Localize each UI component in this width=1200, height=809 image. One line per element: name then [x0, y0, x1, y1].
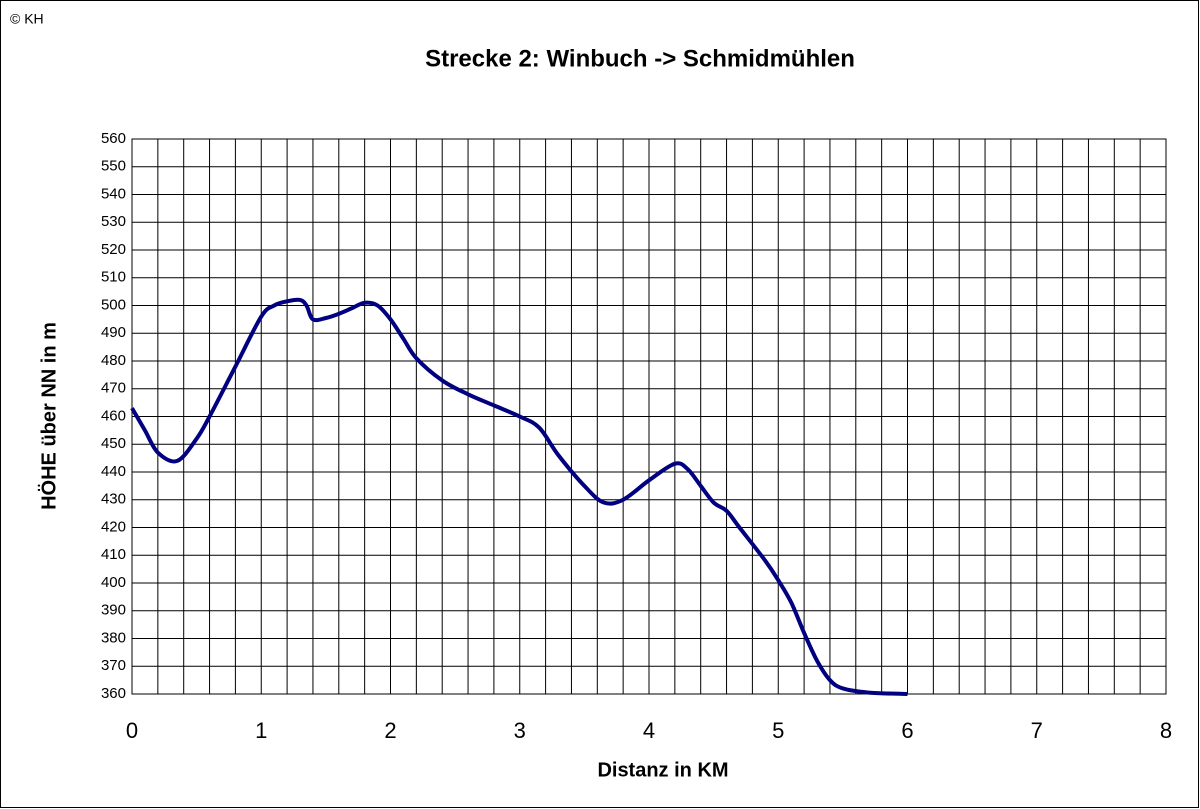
x-tick-label: 7	[1031, 718, 1043, 743]
x-tick-label: 1	[255, 718, 267, 743]
y-tick-label: 550	[101, 158, 126, 175]
x-tick-label: 3	[514, 718, 526, 743]
y-tick-label: 380	[101, 629, 126, 646]
copyright: © KH	[10, 11, 44, 27]
y-tick-label: 530	[101, 213, 126, 230]
y-tick-label: 520	[101, 241, 126, 258]
x-tick-label: 5	[772, 718, 784, 743]
y-tick-label: 370	[101, 657, 126, 674]
y-tick-label: 510	[101, 269, 126, 286]
x-axis-label: Distanz in KM	[597, 759, 728, 781]
x-tick-label: 6	[901, 718, 913, 743]
y-tick-label: 420	[101, 518, 126, 535]
y-tick-label: 460	[101, 407, 126, 424]
y-tick-label: 470	[101, 380, 126, 397]
x-tick-label: 4	[643, 718, 655, 743]
y-tick-label: 430	[101, 491, 126, 508]
y-tick-label: 490	[101, 324, 126, 341]
y-tick-label: 500	[101, 296, 126, 313]
y-tick-label: 440	[101, 463, 126, 480]
y-tick-label: 480	[101, 352, 126, 369]
y-tick-label: 410	[101, 546, 126, 563]
chart-title: Strecke 2: Winbuch -> Schmidmühlen	[425, 45, 855, 72]
line-series	[130, 297, 908, 696]
y-tick-label: 450	[101, 435, 126, 452]
y-tick-label: 390	[101, 602, 126, 619]
y-tick-label: 560	[101, 130, 126, 147]
y-axis-label: HÖHE über NN in m	[37, 322, 60, 510]
x-tick-label: 0	[126, 718, 138, 743]
plot-area	[131, 138, 1167, 695]
x-tick-label: 2	[384, 718, 396, 743]
y-tick-label: 540	[101, 185, 126, 202]
y-tick-label: 400	[101, 574, 126, 591]
y-tick-label: 360	[101, 685, 126, 702]
x-tick-label: 8	[1160, 718, 1172, 743]
